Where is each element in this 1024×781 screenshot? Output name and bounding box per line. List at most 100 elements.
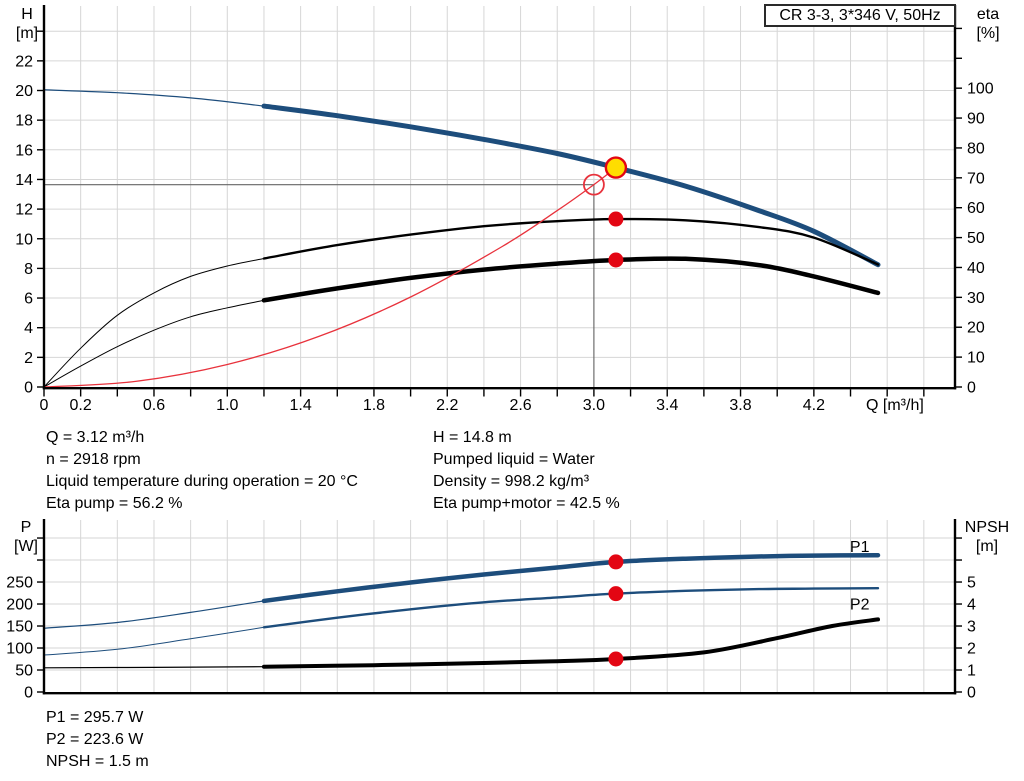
tick-marks (37, 27, 962, 397)
series-label-p1: P1 (850, 539, 870, 556)
svg-text:20: 20 (15, 83, 33, 100)
info-speed: n = 2918 rpm (46, 451, 141, 468)
svg-text:4: 4 (24, 320, 33, 337)
svg-text:40: 40 (967, 260, 985, 277)
svg-text:10: 10 (15, 231, 33, 248)
p-axis-unit: [W] (14, 538, 38, 555)
h-axis-label: H [m] (10, 5, 44, 43)
svg-text:0.2: 0.2 (70, 397, 92, 414)
svg-text:8: 8 (24, 261, 33, 278)
series-label-p2: P2 (850, 596, 870, 613)
p2-curve (43, 587, 880, 656)
svg-text:0: 0 (40, 397, 49, 414)
svg-text:16: 16 (15, 142, 33, 159)
svg-text:30: 30 (967, 290, 985, 307)
svg-text:18: 18 (15, 113, 33, 130)
eta-axis-unit: [%] (976, 25, 1000, 42)
pump-model-label: CR 3-3, 3*346 V, 50Hz (779, 6, 941, 24)
tick-labels: 0 2 4 6 8 10 12 14 16 18 20 22 0 10 20 30 40 50 60 70 80 90 10… (15, 53, 994, 414)
svg-text:2: 2 (967, 641, 976, 658)
h-axis-unit: [m] (15, 25, 39, 42)
info-eta-pump-motor: Eta pump+motor = 42.5 % (433, 495, 620, 512)
svg-text:0: 0 (967, 685, 976, 702)
svg-text:3.0: 3.0 (583, 397, 605, 414)
eta-axis-title: eta (976, 6, 1000, 23)
info-eta-pump: Eta pump = 56.2 % (46, 495, 183, 512)
svg-text:2: 2 (24, 350, 33, 367)
svg-text:0: 0 (24, 380, 33, 397)
pump-model-box: CR 3-3, 3*346 V, 50Hz (764, 4, 956, 27)
eta-pump-point[interactable] (608, 211, 624, 227)
svg-text:4.2: 4.2 (803, 397, 825, 414)
tick-labels: 0 50 100 150 200 250 0 1 2 3 4 5 (6, 575, 976, 702)
grid (44, 520, 955, 692)
info-npsh: NPSH = 1.5 m (46, 753, 149, 770)
requested-duty-point[interactable] (582, 173, 605, 196)
svg-text:50: 50 (967, 230, 985, 247)
npsh-axis-unit: [m] (975, 538, 999, 555)
eta-pump-motor-curve (43, 256, 881, 388)
axes (42, 5, 957, 390)
svg-text:1.0: 1.0 (216, 397, 238, 414)
info-head: H = 14.8 m (433, 429, 512, 446)
svg-text:2.2: 2.2 (436, 397, 458, 414)
svg-text:60: 60 (967, 200, 985, 217)
svg-text:0: 0 (24, 685, 33, 702)
svg-text:22: 22 (15, 53, 33, 70)
svg-text:150: 150 (6, 619, 33, 636)
power-info: P1 = 295.7 W P2 = 223.6 W NPSH = 1.5 m (46, 707, 149, 773)
tick-marks (37, 537, 962, 693)
info-density: Density = 998.2 kg/m³ (433, 473, 590, 490)
operating-info-right: H = 14.8 m Pumped liquid = Water Density… (433, 427, 620, 515)
svg-text:4: 4 (967, 597, 976, 614)
svg-text:20: 20 (967, 320, 985, 337)
axes (42, 519, 957, 695)
svg-text:100: 100 (6, 641, 33, 658)
svg-text:3: 3 (967, 619, 976, 636)
eta-axis-label: eta [%] (968, 5, 1008, 43)
system-curve (43, 166, 617, 388)
h-axis-title: H (21, 6, 33, 23)
hq-chart[interactable]: 0 2 4 6 8 10 12 14 16 18 20 22 0 10 20 30 40 50 60 70 80 90 10… (15, 5, 994, 414)
svg-text:2.6: 2.6 (509, 397, 531, 414)
svg-text:6: 6 (24, 291, 33, 308)
info-p1: P1 = 295.7 W (46, 709, 144, 726)
svg-text:1.4: 1.4 (289, 397, 311, 414)
svg-text:5: 5 (967, 575, 976, 592)
p1-curve (43, 552, 881, 629)
npsh-axis-label: NPSH [m] (956, 518, 1018, 556)
svg-text:250: 250 (6, 575, 33, 592)
svg-text:50: 50 (15, 663, 33, 680)
svg-text:12: 12 (15, 202, 33, 219)
info-p2: P2 = 223.6 W (46, 731, 144, 748)
info-q: Q = 3.12 m³/h (46, 429, 145, 446)
info-liquid-temp: Liquid temperature during operation = 20… (46, 473, 358, 490)
svg-text:0.6: 0.6 (143, 397, 165, 414)
svg-text:200: 200 (6, 597, 33, 614)
svg-text:0: 0 (967, 380, 976, 397)
npsh-point[interactable] (608, 651, 624, 667)
svg-text:3.8: 3.8 (729, 397, 751, 414)
svg-text:1: 1 (967, 663, 976, 680)
svg-text:90: 90 (967, 111, 985, 128)
p-axis-title: P (20, 519, 32, 536)
svg-text:80: 80 (967, 140, 985, 157)
p1-point[interactable] (608, 554, 624, 570)
svg-text:14: 14 (15, 172, 33, 189)
operating-point[interactable] (604, 156, 628, 179)
npsh-axis-title: NPSH (964, 519, 1010, 536)
q-axis-label: Q [m³/h] (866, 397, 924, 414)
eta-pump-curve (43, 217, 880, 388)
info-pumped-liquid: Pumped liquid = Water (433, 451, 595, 468)
svg-text:3.4: 3.4 (656, 397, 678, 414)
svg-text:70: 70 (967, 170, 985, 187)
svg-text:10: 10 (967, 350, 985, 367)
p2-point[interactable] (608, 586, 624, 602)
p-axis-label: P [W] (8, 518, 44, 556)
head-curve (43, 89, 881, 268)
eta-pump-motor-point[interactable] (608, 252, 624, 268)
svg-text:100: 100 (967, 81, 994, 98)
power-npsh-chart[interactable]: 0 50 100 150 200 250 0 1 2 3 4 5 P1 P2 (6, 519, 976, 702)
